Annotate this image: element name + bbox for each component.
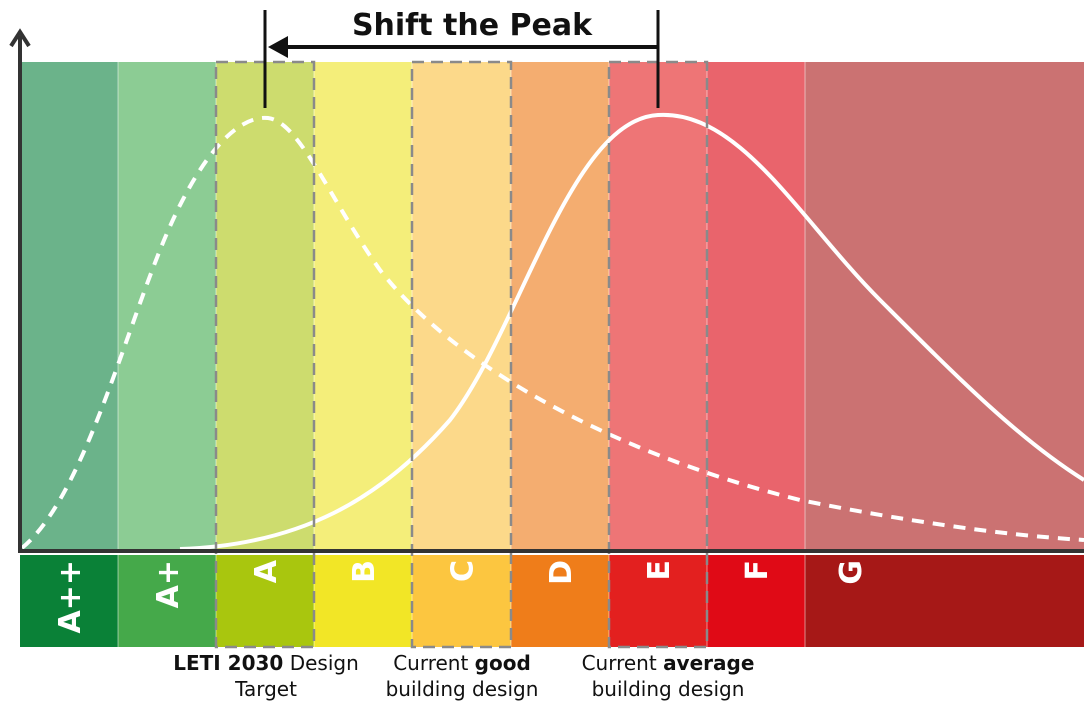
- band-label: C: [446, 560, 481, 582]
- band-label: A+: [151, 560, 186, 608]
- band-label: G: [834, 560, 869, 585]
- band-lower: [20, 555, 118, 647]
- caption-line: Current average: [582, 651, 755, 675]
- band-label: A: [249, 559, 284, 583]
- band-lower: [118, 555, 216, 647]
- current-curve: [179, 112, 1084, 551]
- caption-part: LETI 2030: [173, 651, 283, 675]
- band-upper: [412, 62, 511, 552]
- caption-part: Design: [283, 651, 358, 675]
- band-label: D: [544, 560, 579, 585]
- band-upper: [609, 62, 707, 552]
- bands: A++ A+ A B C D E F G: [20, 62, 1084, 647]
- caption-line: building design: [386, 677, 539, 701]
- caption-part: Current: [582, 651, 663, 675]
- band-lower: [707, 555, 805, 647]
- band-label: F: [740, 560, 775, 581]
- band-label: A++: [53, 560, 88, 634]
- band-lower: [805, 555, 1084, 647]
- band-label: B: [347, 560, 382, 583]
- band-label: E: [642, 560, 677, 581]
- band-upper: [118, 62, 216, 552]
- band-lower: [609, 555, 707, 647]
- y-arrow: [9, 28, 31, 48]
- caption-line: LETI 2030 Design: [173, 651, 359, 675]
- caption-part: good: [475, 651, 531, 675]
- arrow-head: [268, 36, 288, 58]
- band-lower: [216, 555, 314, 647]
- band-upper: [20, 62, 118, 552]
- band-lower: [412, 555, 511, 647]
- caption-part: average: [663, 651, 754, 675]
- band-upper: [216, 62, 314, 552]
- caption-line: building design: [592, 677, 745, 701]
- title: Shift the Peak: [352, 8, 593, 43]
- caption-line: Current good: [393, 651, 531, 675]
- band-upper: [314, 62, 412, 552]
- band-upper: [511, 62, 609, 552]
- box: [410, 60, 513, 649]
- band-upper: [707, 62, 805, 552]
- band-upper: [805, 62, 1084, 552]
- caption-part: Current: [393, 651, 474, 675]
- target-curve: [20, 115, 1084, 550]
- band-lower: [314, 555, 412, 647]
- band-lower: [511, 555, 609, 647]
- caption-line: Target: [234, 677, 297, 701]
